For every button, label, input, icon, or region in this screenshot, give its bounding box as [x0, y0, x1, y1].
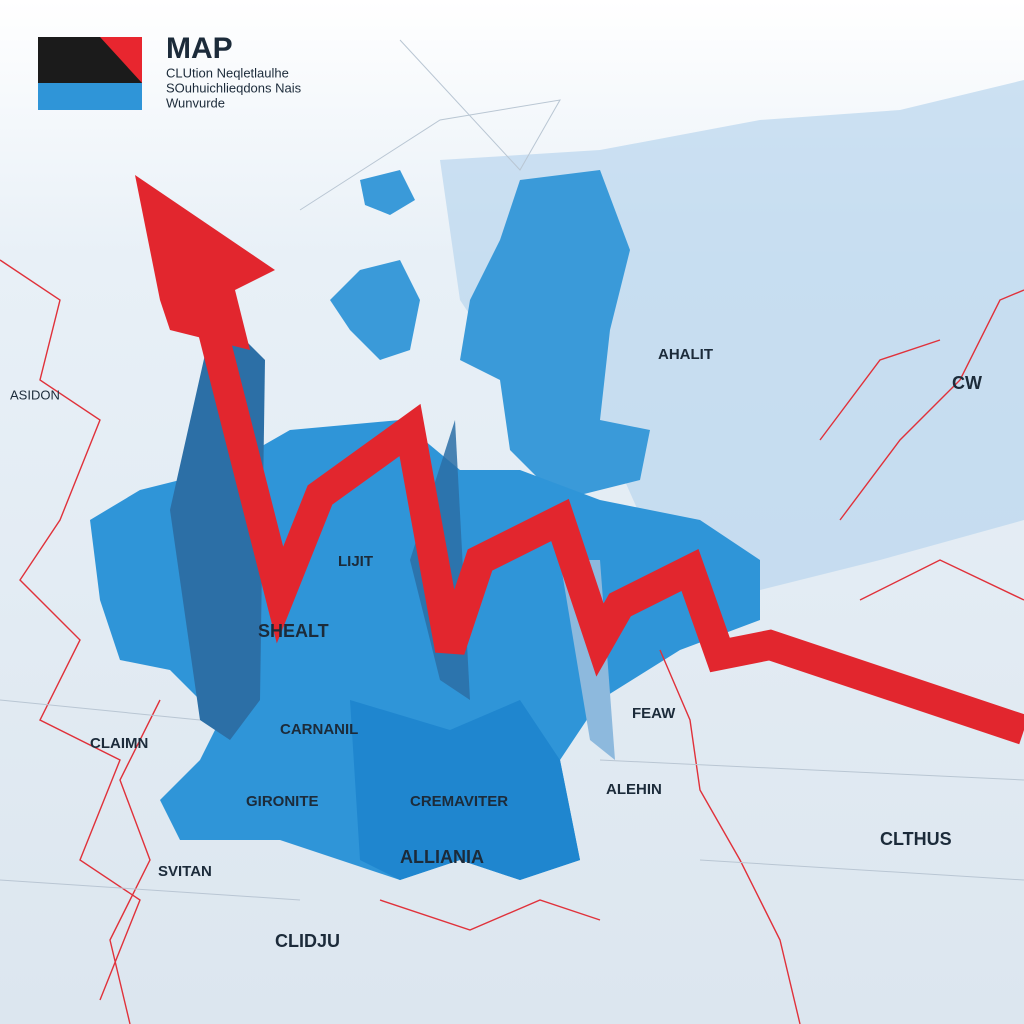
place-label: ASIDON	[10, 387, 60, 402]
place-label: SHEALT	[258, 621, 329, 641]
place-label: FEAW	[632, 705, 676, 722]
place-label: CW	[952, 373, 982, 393]
land-scandinavia	[460, 170, 650, 500]
place-label: ALEHIN	[606, 781, 662, 798]
place-label: ALLIANIA	[400, 847, 484, 867]
land-south	[350, 700, 580, 880]
subtitle: CLUtion Neqletlaulhe	[166, 65, 289, 80]
land-isles	[330, 260, 420, 360]
flag-black	[38, 37, 142, 83]
place-label: CREMAVITER	[410, 793, 508, 810]
flag-blue	[38, 83, 142, 110]
title: MAP	[166, 32, 233, 65]
border	[819, 289, 1024, 601]
subtitle: Wunvurde	[166, 95, 225, 110]
place-label: CLAIMN	[90, 735, 148, 752]
subtitle: SOuhuichlieqdons Nais	[166, 80, 302, 95]
grid-line	[0, 39, 1024, 901]
arrow-head	[135, 175, 275, 350]
border	[109, 699, 601, 1024]
place-label: CLTHUS	[880, 829, 952, 849]
place-label: CLIDJU	[275, 931, 340, 951]
land-iceland	[360, 170, 415, 215]
place-label: GIRONITE	[246, 793, 319, 810]
place-label: SVITAN	[158, 863, 212, 880]
place-label: CARNANIL	[280, 721, 358, 738]
place-label: AHALIT	[658, 346, 713, 363]
place-label: LIJIT	[338, 553, 373, 570]
trend-arrow	[190, 296, 1024, 745]
border	[659, 649, 801, 1024]
border	[0, 259, 141, 1001]
